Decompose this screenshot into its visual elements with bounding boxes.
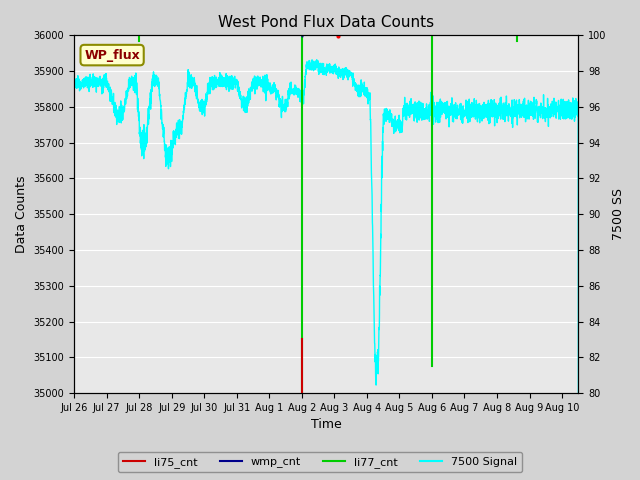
Title: West Pond Flux Data Counts: West Pond Flux Data Counts	[218, 15, 435, 30]
X-axis label: Time: Time	[311, 419, 342, 432]
Y-axis label: Data Counts: Data Counts	[15, 176, 28, 253]
Legend: li75_cnt, wmp_cnt, li77_cnt, 7500 Signal: li75_cnt, wmp_cnt, li77_cnt, 7500 Signal	[118, 452, 522, 472]
Y-axis label: 7500 SS: 7500 SS	[612, 188, 625, 240]
Text: WP_flux: WP_flux	[84, 48, 140, 61]
